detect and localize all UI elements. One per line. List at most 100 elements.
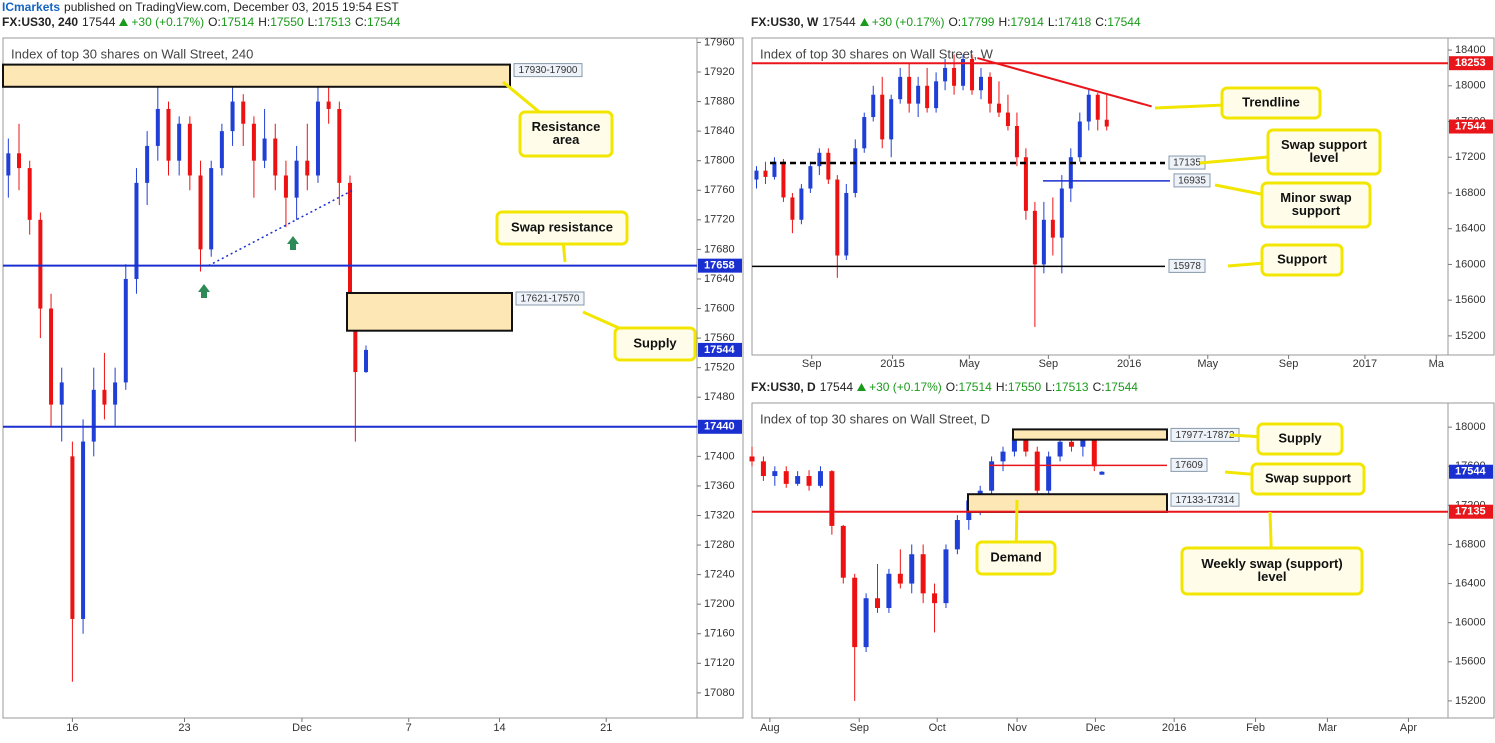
brand[interactable]: ICmarkets [2, 0, 61, 14]
y-tick-label: 17600 [704, 302, 735, 314]
candle-body [113, 382, 118, 405]
up-triangle [119, 18, 129, 26]
y-tick-label: 15600 [1455, 294, 1486, 306]
y-tick-label: 17280 [704, 539, 735, 551]
candle-body [70, 456, 75, 619]
candle-body [979, 76, 984, 91]
candle-body [241, 101, 246, 124]
candle-body [1014, 125, 1019, 158]
y-tick-label: 17880 [704, 95, 735, 107]
candle-body [294, 160, 299, 198]
x-tick-label: Sep [802, 358, 822, 370]
y-tick-label: 17360 [704, 480, 735, 492]
x-tick-label: 14 [493, 722, 505, 734]
candle-body [102, 389, 107, 405]
candle-body [17, 153, 22, 169]
last-price: 17544 [819, 380, 854, 394]
candle-body [808, 166, 813, 189]
ohlc-label: O: [208, 15, 221, 29]
ohlc-label: O: [948, 15, 962, 29]
publish-text: published on TradingView.com, December 0… [64, 0, 399, 14]
y-tick-label: 17760 [704, 184, 735, 196]
candle-body [305, 160, 310, 176]
candle-body [27, 168, 32, 220]
change: +30 (+0.17%) [869, 380, 942, 394]
candle-body [760, 461, 766, 477]
price-axis [1447, 402, 1495, 719]
y-tick-label: 15200 [1455, 695, 1486, 707]
last-price-box [1449, 119, 1493, 134]
candle-body [952, 67, 957, 86]
candle-body [934, 81, 939, 109]
candle-body [123, 278, 128, 383]
candle-body [783, 471, 789, 484]
callout-text: Demand [990, 549, 1041, 564]
callout-box [1266, 128, 1382, 176]
candle-body [932, 593, 938, 604]
callout-box [975, 540, 1057, 576]
candle-body [230, 101, 235, 132]
y-tick-label: 15600 [1455, 656, 1486, 668]
level-label: 17658 [704, 260, 735, 272]
x-tick-label: Sep [1279, 358, 1299, 370]
candle-body [1005, 112, 1010, 126]
last-price: 17544 [822, 15, 856, 29]
symbol-header: FX:US30, W 17544 +30 (+0.17%) O:17799 H:1791… [751, 15, 1145, 29]
level-label: 17440 [704, 421, 735, 433]
x-tick-label: Aug [760, 722, 780, 734]
x-tick-label: Nov [1007, 722, 1027, 734]
candle-body [1034, 451, 1040, 491]
ohlc-value: 17550 [270, 15, 304, 29]
callout-text: Swap resistance [511, 219, 613, 234]
callout-box [1180, 546, 1364, 596]
candle-body [844, 192, 849, 256]
callout-box [1220, 86, 1322, 120]
candle-body [49, 308, 54, 405]
chart-title: Index of top 30 shares on Wall Street, D [760, 411, 990, 426]
y-tick-label: 18000 [1455, 421, 1486, 433]
y-tick-label: 18000 [1455, 80, 1486, 92]
candle-body [875, 598, 881, 609]
callout-text: Resistance [532, 119, 601, 134]
candle-body [1059, 188, 1064, 238]
y-tick-label: 16800 [1455, 187, 1486, 199]
level-label: 17135 [1455, 506, 1486, 518]
y-tick-label: 17680 [704, 243, 735, 255]
y-tick-label: 17200 [1455, 151, 1486, 163]
candle-body [772, 471, 778, 477]
candle-body [829, 471, 835, 526]
ohlc-value: 17914 [1010, 15, 1044, 29]
candle-body [1050, 219, 1055, 238]
candle-body [835, 179, 840, 256]
candle-body [348, 182, 352, 294]
y-tick-label: 17840 [704, 125, 735, 137]
ohlc-value: 17514 [958, 380, 992, 394]
last-price: 17544 [82, 15, 116, 29]
zone-label-box [515, 291, 585, 306]
ohlc-value: 17544 [1107, 15, 1141, 29]
ohlc-value: 17418 [1057, 15, 1092, 29]
x-tick-label: Ma [1429, 358, 1445, 370]
zone-label: 17930-17900 [519, 65, 578, 76]
candle-body [863, 598, 869, 648]
candle-body [155, 108, 160, 146]
callout-text: support [1292, 203, 1341, 218]
candle-body [817, 471, 823, 486]
trend-line [208, 189, 354, 267]
last-price-box [1449, 464, 1493, 479]
last-price-box [698, 342, 742, 357]
level-axis-box [1449, 504, 1493, 519]
y-tick-label: 17480 [704, 391, 735, 403]
x-tick-label: 2017 [1353, 358, 1377, 370]
y-tick-label: 16400 [1455, 223, 1486, 235]
y-tick-label: 16000 [1455, 617, 1486, 629]
x-tick-label: May [959, 358, 980, 370]
symbol-header: FX:US30, 240 17544 +30 (+0.17%) O:17514 H:17… [2, 15, 404, 29]
y-tick-label: 18400 [1455, 44, 1486, 56]
level-label: 15978 [1173, 261, 1201, 272]
candle-body [1095, 94, 1100, 120]
y-tick-label: 17640 [704, 273, 735, 285]
candle-body [989, 461, 995, 491]
candle-body [907, 76, 912, 104]
callout-text: level [1258, 569, 1287, 584]
